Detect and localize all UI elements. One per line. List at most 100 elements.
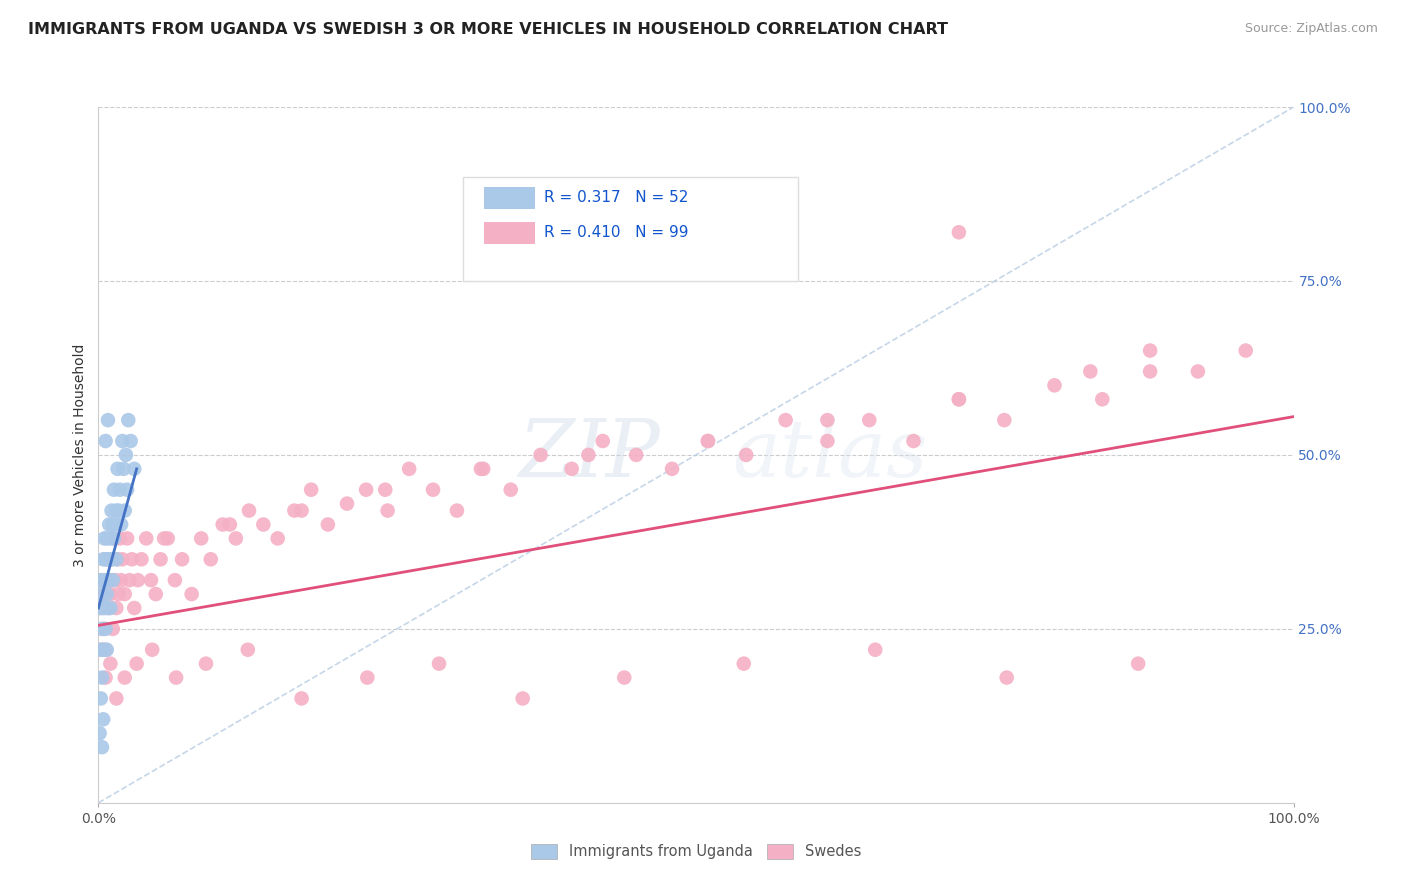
Point — [1139, 364, 1161, 378]
Point — [124, 462, 146, 476]
Point — [107, 552, 129, 566]
Point — [512, 691, 534, 706]
Point — [1187, 364, 1209, 378]
Point — [219, 517, 242, 532]
Point — [172, 552, 194, 566]
Point — [98, 532, 122, 546]
Point — [127, 573, 149, 587]
Point — [180, 587, 202, 601]
Point — [118, 573, 141, 587]
Point — [107, 503, 129, 517]
Point — [110, 573, 132, 587]
Point — [120, 434, 142, 448]
Point — [107, 462, 129, 476]
Point — [398, 462, 420, 476]
Text: IMMIGRANTS FROM UGANDA VS SWEDISH 3 OR MORE VEHICLES IN HOUSEHOLD CORRELATION CH: IMMIGRANTS FROM UGANDA VS SWEDISH 3 OR M… — [28, 22, 948, 37]
Point — [252, 517, 274, 532]
Point — [815, 434, 838, 448]
Point — [98, 552, 122, 566]
Point — [131, 552, 153, 566]
Point — [96, 642, 118, 657]
Point — [115, 532, 138, 546]
Point — [267, 532, 290, 546]
Point — [735, 448, 758, 462]
Point — [354, 483, 377, 497]
Point — [94, 642, 117, 657]
Point — [165, 671, 187, 685]
Point — [661, 184, 683, 198]
Point — [153, 532, 176, 546]
Point — [1043, 378, 1066, 392]
FancyBboxPatch shape — [463, 177, 797, 281]
Point — [107, 587, 129, 601]
Point — [356, 671, 378, 685]
Point — [104, 573, 127, 587]
Point — [733, 657, 755, 671]
Point — [145, 587, 167, 601]
Point — [105, 601, 128, 615]
Text: R = 0.410   N = 99: R = 0.410 N = 99 — [544, 225, 689, 240]
Point — [90, 601, 112, 615]
Point — [98, 657, 122, 671]
Point — [948, 392, 970, 407]
Point — [105, 503, 128, 517]
Point — [91, 740, 114, 755]
Point — [98, 601, 122, 615]
Point — [108, 532, 131, 546]
Point — [90, 573, 112, 587]
Text: Source: ZipAtlas.com: Source: ZipAtlas.com — [1244, 22, 1378, 36]
Point — [1128, 657, 1150, 671]
Point — [529, 448, 551, 462]
Point — [211, 517, 233, 532]
Point — [858, 413, 880, 427]
Point — [104, 517, 127, 532]
Point — [90, 691, 112, 706]
Point — [103, 532, 125, 546]
Point — [103, 483, 125, 497]
Point — [91, 642, 114, 657]
Point — [93, 587, 115, 601]
Point — [91, 587, 114, 601]
Point — [91, 573, 114, 587]
Point — [103, 532, 125, 546]
Point — [117, 413, 139, 427]
Point — [775, 413, 797, 427]
Point — [1080, 364, 1102, 378]
Point — [101, 573, 124, 587]
Point — [91, 601, 114, 615]
Text: atlas: atlas — [733, 417, 927, 493]
Text: ZIP: ZIP — [519, 417, 661, 493]
Point — [94, 622, 117, 636]
Point — [111, 552, 134, 566]
Point — [427, 657, 450, 671]
Point — [995, 671, 1018, 685]
Point — [108, 483, 131, 497]
Point — [374, 483, 396, 497]
Point — [94, 434, 117, 448]
Point — [125, 657, 148, 671]
Legend: Immigrants from Uganda, Swedes: Immigrants from Uganda, Swedes — [524, 838, 868, 865]
Point — [446, 503, 468, 517]
Point — [156, 532, 179, 546]
Point — [141, 642, 163, 657]
Point — [1091, 392, 1114, 407]
Point — [91, 671, 114, 685]
Point — [93, 532, 115, 546]
Point — [90, 642, 112, 657]
Point — [316, 517, 339, 532]
Point — [105, 552, 128, 566]
Point — [97, 601, 120, 615]
Point — [163, 573, 186, 587]
Point — [98, 517, 121, 532]
Point — [149, 552, 172, 566]
Point — [94, 671, 117, 685]
FancyBboxPatch shape — [485, 222, 534, 244]
Point — [472, 462, 495, 476]
Point — [815, 413, 838, 427]
Point — [91, 552, 114, 566]
Point — [139, 573, 162, 587]
Point — [111, 434, 134, 448]
Point — [291, 691, 314, 706]
Point — [96, 532, 118, 546]
Point — [98, 587, 122, 601]
